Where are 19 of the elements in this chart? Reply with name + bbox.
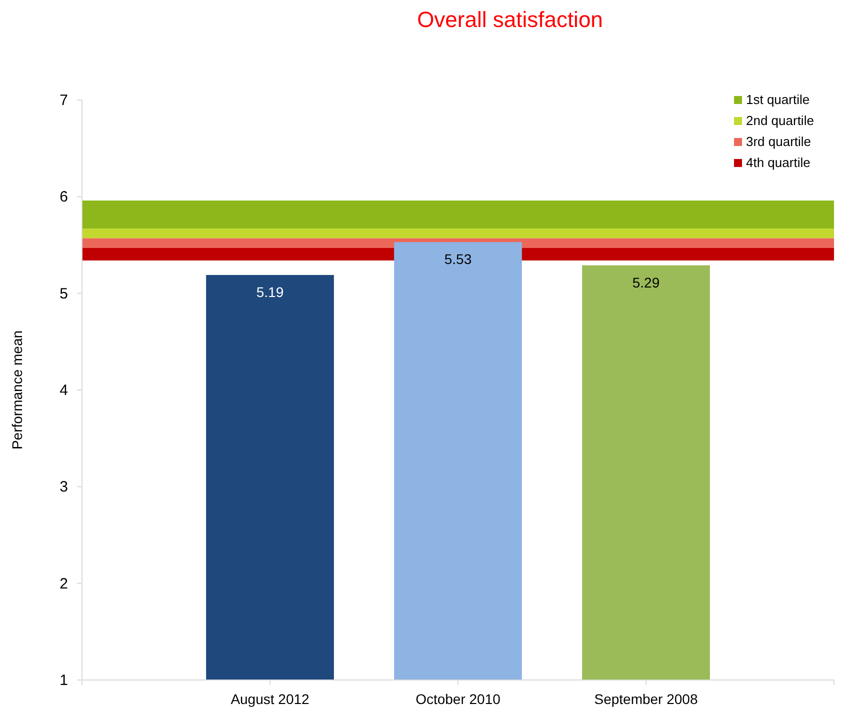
legend-label: 1st quartile [746,92,810,107]
y-tick-label: 6 [60,188,68,206]
x-tick-label: October 2010 [416,691,501,707]
data-label: 5.53 [444,251,472,268]
y-tick-label: 1 [60,672,68,689]
y-tick-label: 2 [60,575,68,592]
y-tick-label: 7 [60,92,68,109]
y-tick-label: 5 [60,285,68,302]
data-label: 5.29 [632,274,660,290]
legend-label: 3rd quartile [746,134,812,149]
legend-label: 4th quartile [746,155,810,170]
y-tick-label: 4 [60,382,68,399]
y-tick-label: 3 [60,478,68,496]
x-tick-label: August 2012 [230,691,310,707]
chart-title: Overall satisfaction [417,7,603,32]
legend-label: 2nd quartile [746,113,814,128]
y-axis-title: Performance mean [9,330,25,450]
x-tick-label: September 2008 [594,691,698,707]
data-label: 5.19 [256,284,284,300]
